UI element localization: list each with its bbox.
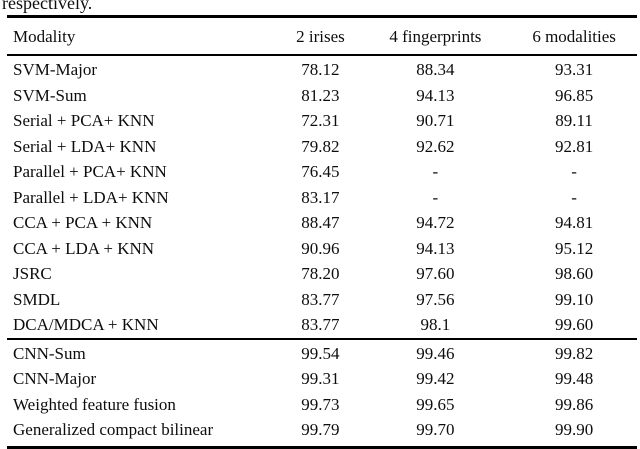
value-cell: 99.65: [416, 394, 455, 414]
value-cell: 99.31: [301, 369, 340, 388]
value-cell: 92.81: [554, 136, 594, 156]
paragraph-fragment: respectively.: [2, 0, 93, 13]
value-cell: 97.60: [416, 264, 455, 283]
value-cell: -: [571, 162, 577, 181]
cnn-methods-section: CNN-Sum 99.54 99.46 99.82 CNN-Major 99.31 99.4…: [7, 338, 637, 447]
modality-cell: CNN-Sum: [13, 343, 86, 363]
value-cell: 98.1: [420, 315, 451, 334]
value-cell: 95.12: [554, 238, 594, 258]
table-row: Weighted feature fusion 99.73 99.65 99.86: [7, 392, 637, 418]
value-cell: 93.31: [554, 60, 594, 79]
value-cell: 94.72: [416, 213, 455, 232]
value-cell: 81.23: [301, 85, 340, 105]
modality-cell: SVM-Sum: [13, 85, 87, 105]
modality-cell: Serial + LDA+ KNN: [13, 136, 157, 156]
table-row: Serial + LDA+ KNN 79.82 92.62 92.81: [7, 134, 637, 160]
value-cell: 90.71: [416, 111, 455, 130]
classic-methods-section: SVM-Major 78.12 88.34 93.31 SVM-Sum 81.23 94.1…: [7, 55, 637, 339]
value-cell: 83.77: [301, 289, 340, 309]
value-cell: 78.12: [301, 60, 340, 79]
value-cell: 99.82: [554, 343, 594, 363]
value-cell: 99.79: [301, 420, 340, 439]
table-row: SVM-Major 78.12 88.34 93.31: [7, 55, 637, 83]
value-cell: 83.17: [301, 187, 340, 207]
value-cell: 99.10: [554, 289, 594, 309]
column-header-6-modalities: 6 modalities: [532, 27, 616, 46]
value-cell: 94.13: [416, 238, 455, 258]
value-cell: 79.82: [301, 136, 340, 156]
table-row: CCA + PCA + KNN 88.47 94.72 94.81: [7, 210, 637, 236]
modality-cell: Weighted feature fusion: [13, 394, 176, 414]
table-row: JSRC 78.20 97.60 98.60: [7, 261, 637, 287]
header-row: Modality 2 irises 4 fingerprints 6 modal…: [7, 16, 637, 55]
modality-cell: Parallel + PCA+ KNN: [13, 162, 167, 181]
modality-cell: JSRC: [13, 264, 52, 283]
value-cell: 99.90: [554, 420, 594, 439]
modality-cell: DCA/MDCA + KNN: [13, 315, 159, 334]
value-cell: -: [432, 162, 439, 181]
modality-cell: CCA + LDA + KNN: [13, 238, 155, 258]
table-row: Parallel + PCA+ KNN 76.45 - -: [7, 159, 637, 185]
value-cell: 99.48: [554, 369, 594, 388]
value-cell: 88.34: [416, 60, 455, 79]
table-row: Parallel + LDA+ KNN 83.17 - -: [7, 185, 637, 211]
modality-cell: Parallel + LDA+ KNN: [13, 187, 169, 207]
value-cell: 94.81: [554, 213, 594, 232]
value-cell: 76.45: [301, 162, 340, 181]
table-row: Generalized compact bilinear 99.79 99.70 99…: [7, 417, 637, 447]
value-cell: 98.60: [554, 264, 594, 283]
table-row: Serial + PCA+ KNN 72.31 90.71 89.11: [7, 108, 637, 134]
table-header: Modality 2 irises 4 fingerprints 6 modal…: [7, 16, 637, 55]
value-cell: 99.70: [416, 420, 455, 439]
column-header-modality: Modality: [13, 27, 76, 46]
modality-cell: SMDL: [13, 289, 61, 309]
modality-cell: CNN-Major: [13, 369, 97, 388]
value-cell: 99.42: [416, 369, 455, 388]
value-cell: 72.31: [301, 111, 340, 130]
value-cell: 83.77: [301, 315, 340, 334]
modality-cell: Generalized compact bilinear: [13, 420, 214, 439]
value-cell: 99.86: [554, 394, 594, 414]
value-cell: 89.11: [555, 111, 593, 130]
modality-cell: Serial + PCA+ KNN: [13, 111, 155, 130]
table-row: CNN-Sum 99.54 99.46 99.82: [7, 339, 637, 367]
column-header-2-irises: 2 irises: [296, 27, 345, 46]
modality-cell: CCA + PCA + KNN: [13, 213, 153, 232]
value-cell: 99.73: [301, 394, 340, 414]
value-cell: 88.47: [301, 213, 340, 232]
modality-cell: SVM-Major: [13, 60, 98, 79]
value-cell: 96.85: [554, 85, 594, 105]
table-row: DCA/MDCA + KNN 83.77 98.1 99.60: [7, 312, 637, 339]
value-cell: 99.60: [554, 315, 594, 334]
column-header-4-fingerprints: 4 fingerprints: [389, 27, 482, 46]
value-cell: 78.20: [301, 264, 340, 283]
value-cell: 90.96: [301, 238, 340, 258]
value-cell: -: [432, 187, 439, 207]
value-cell: 94.13: [416, 85, 455, 105]
value-cell: -: [571, 187, 577, 207]
table-row: SVM-Sum 81.23 94.13 96.85: [7, 83, 637, 109]
table-row: CNN-Major 99.31 99.42 99.48: [7, 366, 637, 392]
table-row: CCA + LDA + KNN 90.96 94.13 95.12: [7, 236, 637, 262]
table-row: SMDL 83.77 97.56 99.10: [7, 287, 637, 313]
results-table: Modality 2 irises 4 fingerprints 6 modal…: [7, 15, 637, 449]
value-cell: 97.56: [416, 289, 455, 309]
value-cell: 92.62: [416, 136, 455, 156]
value-cell: 99.46: [416, 343, 455, 363]
value-cell: 99.54: [301, 343, 340, 363]
